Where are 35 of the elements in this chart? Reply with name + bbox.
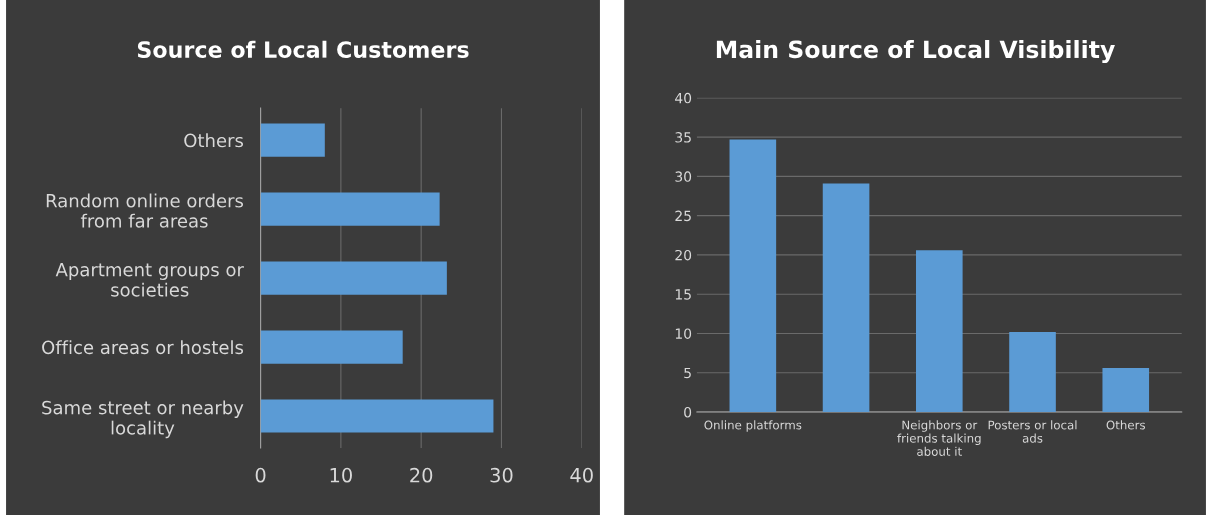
bar bbox=[260, 261, 447, 295]
bar bbox=[729, 139, 777, 412]
y-tick-label: Office areas or hostels bbox=[42, 340, 244, 355]
bar bbox=[1009, 331, 1056, 412]
x-tick-label: Others bbox=[1106, 420, 1146, 430]
y-tick-label: 0 bbox=[684, 406, 692, 418]
bar bbox=[260, 192, 440, 226]
y-tick-label: 10 bbox=[675, 328, 692, 339]
bar bbox=[1102, 368, 1150, 412]
bar bbox=[260, 399, 494, 433]
bar bbox=[822, 183, 870, 412]
bar bbox=[260, 330, 403, 364]
bar bbox=[915, 250, 963, 412]
x-tick-label: 0 bbox=[255, 467, 266, 483]
y-tick-label: 20 bbox=[675, 249, 692, 261]
x-tick-label: Posters or local ads bbox=[988, 420, 1077, 443]
x-tick-label: 40 bbox=[570, 467, 593, 483]
y-tick-label: Others bbox=[184, 133, 244, 148]
y-tick-label: 15 bbox=[675, 289, 691, 300]
y-tick-label: 30 bbox=[675, 171, 692, 182]
y-tick-label: 40 bbox=[675, 92, 692, 104]
x-tick-label: 20 bbox=[410, 467, 433, 483]
x-tick-label: 30 bbox=[490, 467, 513, 483]
y-tick-label: Apartment groups or societies bbox=[55, 263, 244, 297]
x-tick-label: Online platforms bbox=[704, 420, 802, 432]
y-tick-label: 5 bbox=[684, 367, 691, 379]
bar bbox=[260, 123, 325, 157]
y-tick-label: Random online orders from far areas bbox=[46, 193, 244, 228]
x-tick-label: 10 bbox=[330, 467, 352, 483]
x-tick-label: Neighbors or friends talking about it bbox=[897, 420, 981, 456]
chart-title: Source of Local Customers bbox=[137, 40, 469, 58]
y-tick-label: 35 bbox=[675, 132, 691, 143]
chart-title: Main Source of Local Visibility bbox=[716, 39, 1115, 64]
y-tick-label: Same street or nearby locality bbox=[42, 400, 244, 439]
y-tick-label: 25 bbox=[675, 210, 691, 222]
